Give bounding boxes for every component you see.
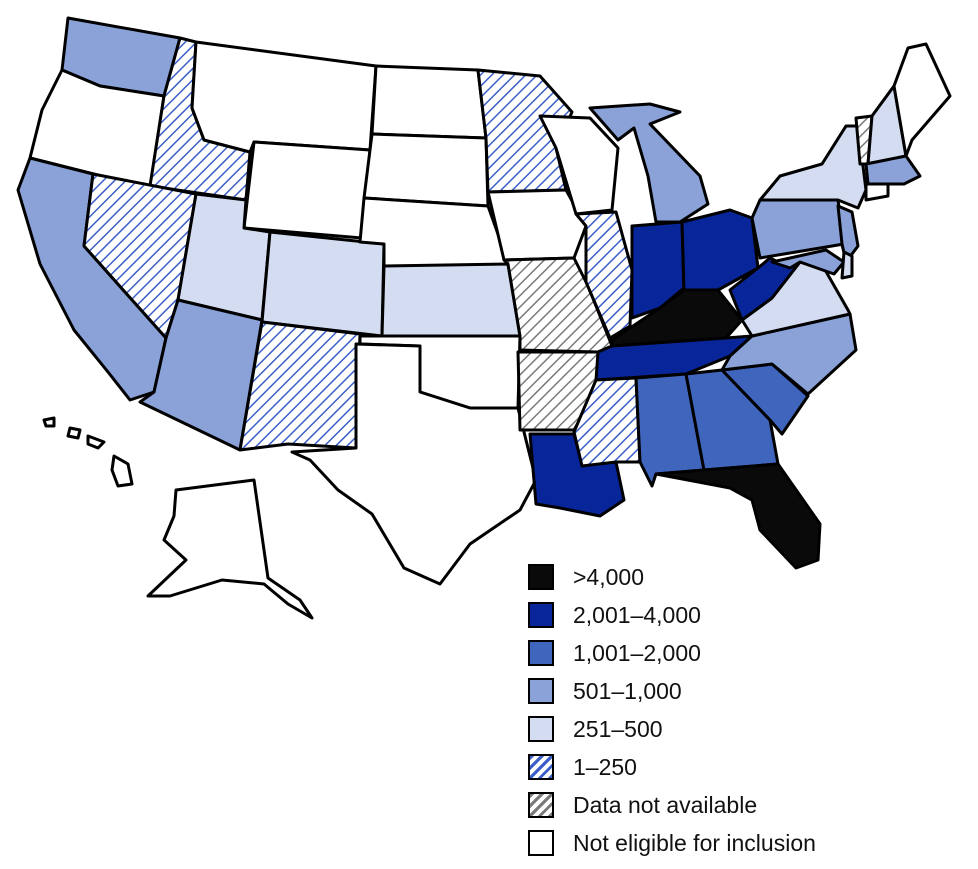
state-montana bbox=[190, 40, 378, 154]
legend-label: Not eligible for inclusion bbox=[573, 829, 816, 856]
state-wisconsin bbox=[538, 114, 620, 216]
state-nebraska bbox=[358, 196, 512, 270]
legend-label: >4,000 bbox=[573, 563, 644, 590]
legend-swatch bbox=[528, 640, 554, 666]
legend-item-1-250: 1–250 bbox=[528, 748, 816, 786]
state-maine bbox=[892, 42, 952, 158]
state-georgia bbox=[684, 368, 780, 472]
legend-item-not-available: Data not available bbox=[528, 786, 816, 824]
legend-swatch bbox=[528, 754, 554, 780]
state-south-dakota bbox=[362, 132, 490, 208]
legend-swatch bbox=[528, 716, 554, 742]
state-kansas bbox=[380, 262, 522, 338]
legend-swatch bbox=[528, 830, 554, 856]
state-new-york bbox=[758, 124, 868, 210]
legend-item-501-1000: 501–1,000 bbox=[528, 672, 816, 710]
state-pennsylvania bbox=[750, 198, 846, 260]
legend: >4,000 2,001–4,000 1,001–2,000 501–1,000 251… bbox=[528, 558, 816, 862]
legend-label: 251–500 bbox=[573, 715, 663, 742]
state-colorado bbox=[260, 230, 386, 338]
state-iowa bbox=[486, 188, 588, 262]
legend-item-2001-4000: 2,001–4,000 bbox=[528, 596, 816, 634]
legend-item-251-500: 251–500 bbox=[528, 710, 816, 748]
legend-swatch bbox=[528, 678, 554, 704]
legend-label: 2,001–4,000 bbox=[573, 601, 701, 628]
legend-swatch bbox=[528, 602, 554, 628]
state-alaska bbox=[146, 478, 314, 620]
legend-item-1001-2000: 1,001–2,000 bbox=[528, 634, 816, 672]
state-massachusetts bbox=[864, 154, 922, 186]
legend-swatch bbox=[528, 792, 554, 818]
legend-item-gt4000: >4,000 bbox=[528, 558, 816, 596]
state-new-jersey bbox=[836, 204, 860, 264]
legend-swatch bbox=[528, 564, 554, 590]
state-connecticut bbox=[864, 182, 890, 202]
state-hawaii bbox=[42, 416, 134, 488]
state-florida bbox=[654, 462, 822, 570]
state-delaware bbox=[840, 250, 854, 280]
state-north-dakota bbox=[370, 64, 488, 140]
legend-item-not-eligible: Not eligible for inclusion bbox=[528, 824, 816, 862]
legend-label: 1–250 bbox=[573, 753, 637, 780]
legend-label: Data not available bbox=[573, 791, 758, 818]
legend-label: 1,001–2,000 bbox=[573, 639, 701, 666]
state-wyoming bbox=[242, 140, 372, 240]
state-new-mexico bbox=[238, 320, 362, 452]
state-texas bbox=[290, 342, 538, 586]
state-maryland bbox=[770, 248, 846, 276]
state-michigan bbox=[588, 102, 710, 224]
state-illinois bbox=[574, 210, 634, 340]
legend-label: 501–1,000 bbox=[573, 677, 682, 704]
